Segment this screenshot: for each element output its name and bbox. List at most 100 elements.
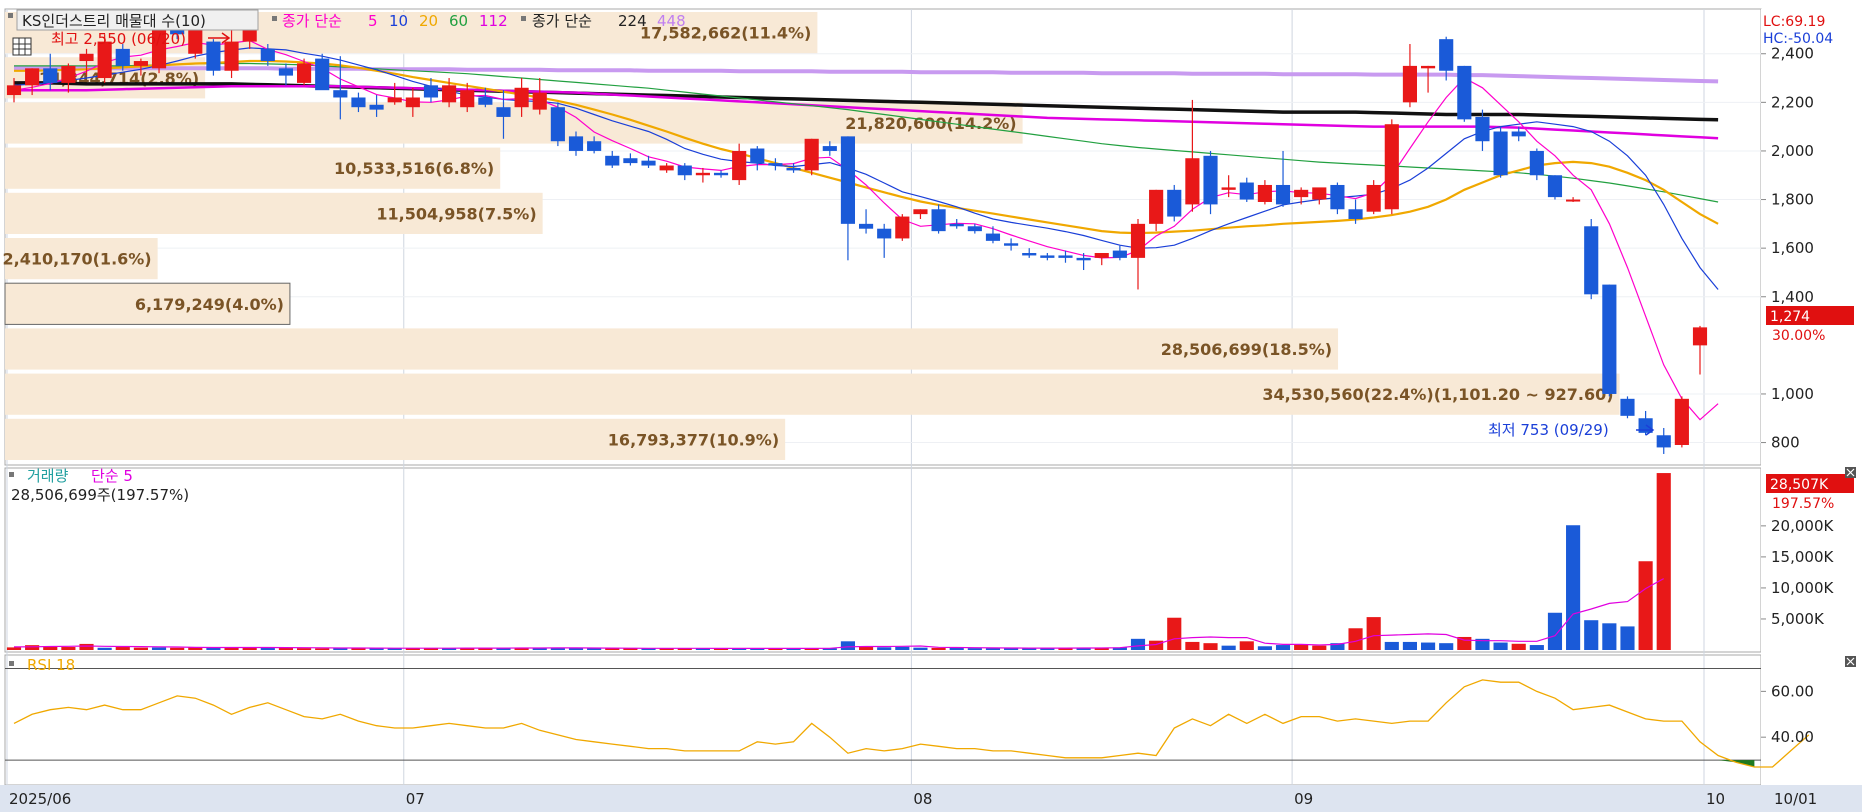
candle-body bbox=[25, 68, 40, 86]
indicator-box[interactable] bbox=[16, 9, 259, 31]
volume-bar bbox=[732, 648, 747, 650]
candle-body bbox=[1149, 189, 1164, 224]
legend-square-icon bbox=[272, 16, 277, 21]
rsi-line-path bbox=[13, 679, 1810, 768]
candle-body bbox=[1185, 158, 1200, 205]
volume-bar bbox=[967, 648, 982, 650]
volume-profile: 17,582,662(11.4%)14,344,714(2.8%)21,820,… bbox=[3, 12, 1620, 460]
candle-body bbox=[695, 172, 710, 176]
candle-body bbox=[1584, 226, 1599, 295]
candle-body bbox=[278, 68, 294, 76]
candle bbox=[1674, 396, 1689, 448]
candle bbox=[1584, 218, 1599, 300]
candle bbox=[387, 82, 402, 105]
candle bbox=[931, 204, 946, 234]
lc-label: LC:69.19 bbox=[1763, 14, 1825, 30]
volume-profile-band bbox=[5, 147, 501, 189]
candle-body bbox=[877, 228, 892, 239]
volume-bar bbox=[6, 647, 22, 650]
volume-bar bbox=[514, 647, 529, 650]
volume-bar bbox=[97, 647, 112, 650]
candle-body bbox=[224, 41, 239, 71]
candle bbox=[1384, 119, 1399, 215]
volume-bar bbox=[260, 647, 275, 650]
indicator-name: KS인더스트리 매물대 수(10) bbox=[22, 12, 206, 30]
candle-body bbox=[623, 158, 638, 164]
volume-last-pct: 197.57% bbox=[1772, 496, 1834, 512]
candle bbox=[514, 78, 529, 117]
volume-legend: 거래량 단순 5 28,506,699주(197.57%) 28,507K 19… bbox=[9, 467, 1856, 512]
candle-body bbox=[949, 223, 964, 227]
candle-body bbox=[1130, 223, 1146, 258]
candle bbox=[1022, 248, 1037, 258]
volume-profile-label: 10,533,516(6.8%) bbox=[334, 159, 494, 178]
volume-bar bbox=[1366, 617, 1381, 650]
candle-body bbox=[858, 223, 874, 229]
candle bbox=[840, 136, 856, 261]
candle-body bbox=[641, 160, 656, 166]
price-tick-label: 2,200 bbox=[1771, 93, 1814, 111]
volume-profile-label: 21,820,600(14.2%) bbox=[845, 114, 1016, 133]
candle bbox=[804, 138, 819, 176]
candle-body bbox=[79, 53, 94, 62]
candle bbox=[61, 63, 76, 93]
candle-body bbox=[804, 138, 819, 171]
volume-bar bbox=[931, 647, 946, 650]
volume-bar bbox=[1547, 612, 1563, 650]
candle bbox=[224, 24, 239, 79]
volume-bar bbox=[985, 648, 1001, 650]
candle bbox=[1275, 150, 1291, 207]
candle bbox=[1439, 36, 1454, 81]
volume-bar bbox=[1004, 648, 1019, 650]
candle bbox=[1294, 187, 1309, 205]
candle-body bbox=[840, 136, 856, 224]
candle-body bbox=[985, 233, 1001, 241]
candle bbox=[858, 209, 874, 234]
volume-bar bbox=[1312, 645, 1327, 650]
grid-toggle-icon[interactable] bbox=[12, 37, 32, 56]
x-axis-label: 09 bbox=[1294, 790, 1313, 808]
candle-body bbox=[460, 90, 475, 108]
candle bbox=[1602, 284, 1617, 397]
volume-bar bbox=[460, 648, 475, 650]
volume-bar bbox=[442, 648, 457, 650]
x-axis-right-label: 10/01 bbox=[1774, 790, 1817, 808]
volume-bar bbox=[478, 648, 493, 650]
candle-body bbox=[296, 63, 312, 83]
candle bbox=[97, 34, 112, 83]
candle bbox=[369, 95, 384, 117]
volume-bar bbox=[1058, 647, 1073, 650]
candle bbox=[405, 87, 420, 117]
volume-bar bbox=[605, 648, 620, 650]
ma112-line bbox=[14, 85, 1719, 140]
current-price: 1,274 bbox=[1770, 309, 1810, 325]
volume-bar bbox=[1529, 645, 1544, 650]
volume-bar bbox=[786, 648, 801, 650]
candle-body bbox=[750, 148, 765, 164]
candle bbox=[43, 53, 58, 91]
candle-body bbox=[1457, 65, 1472, 120]
volume-bar bbox=[1420, 642, 1436, 650]
candle bbox=[1402, 44, 1418, 108]
volume-bar bbox=[1656, 473, 1671, 650]
volume-bar bbox=[623, 648, 638, 650]
candles bbox=[6, 17, 1708, 454]
candle bbox=[1185, 99, 1200, 212]
candle bbox=[460, 82, 475, 113]
candle-body bbox=[405, 97, 420, 108]
candle-body bbox=[6, 85, 22, 96]
volume-bar bbox=[296, 648, 312, 650]
candle bbox=[695, 167, 710, 183]
candle-body bbox=[1493, 131, 1508, 176]
layout-icon[interactable] bbox=[12, 37, 32, 56]
candle-body bbox=[1221, 187, 1236, 190]
candle bbox=[550, 102, 565, 147]
volume-bar bbox=[369, 648, 384, 650]
volume-profile-label: 6,179,249(4.0%) bbox=[135, 295, 284, 314]
ma-legend-period: 112 bbox=[479, 12, 508, 30]
candle bbox=[1420, 65, 1436, 93]
candle-body bbox=[1511, 131, 1526, 137]
volume-bar bbox=[133, 647, 148, 650]
candle bbox=[1040, 253, 1055, 261]
